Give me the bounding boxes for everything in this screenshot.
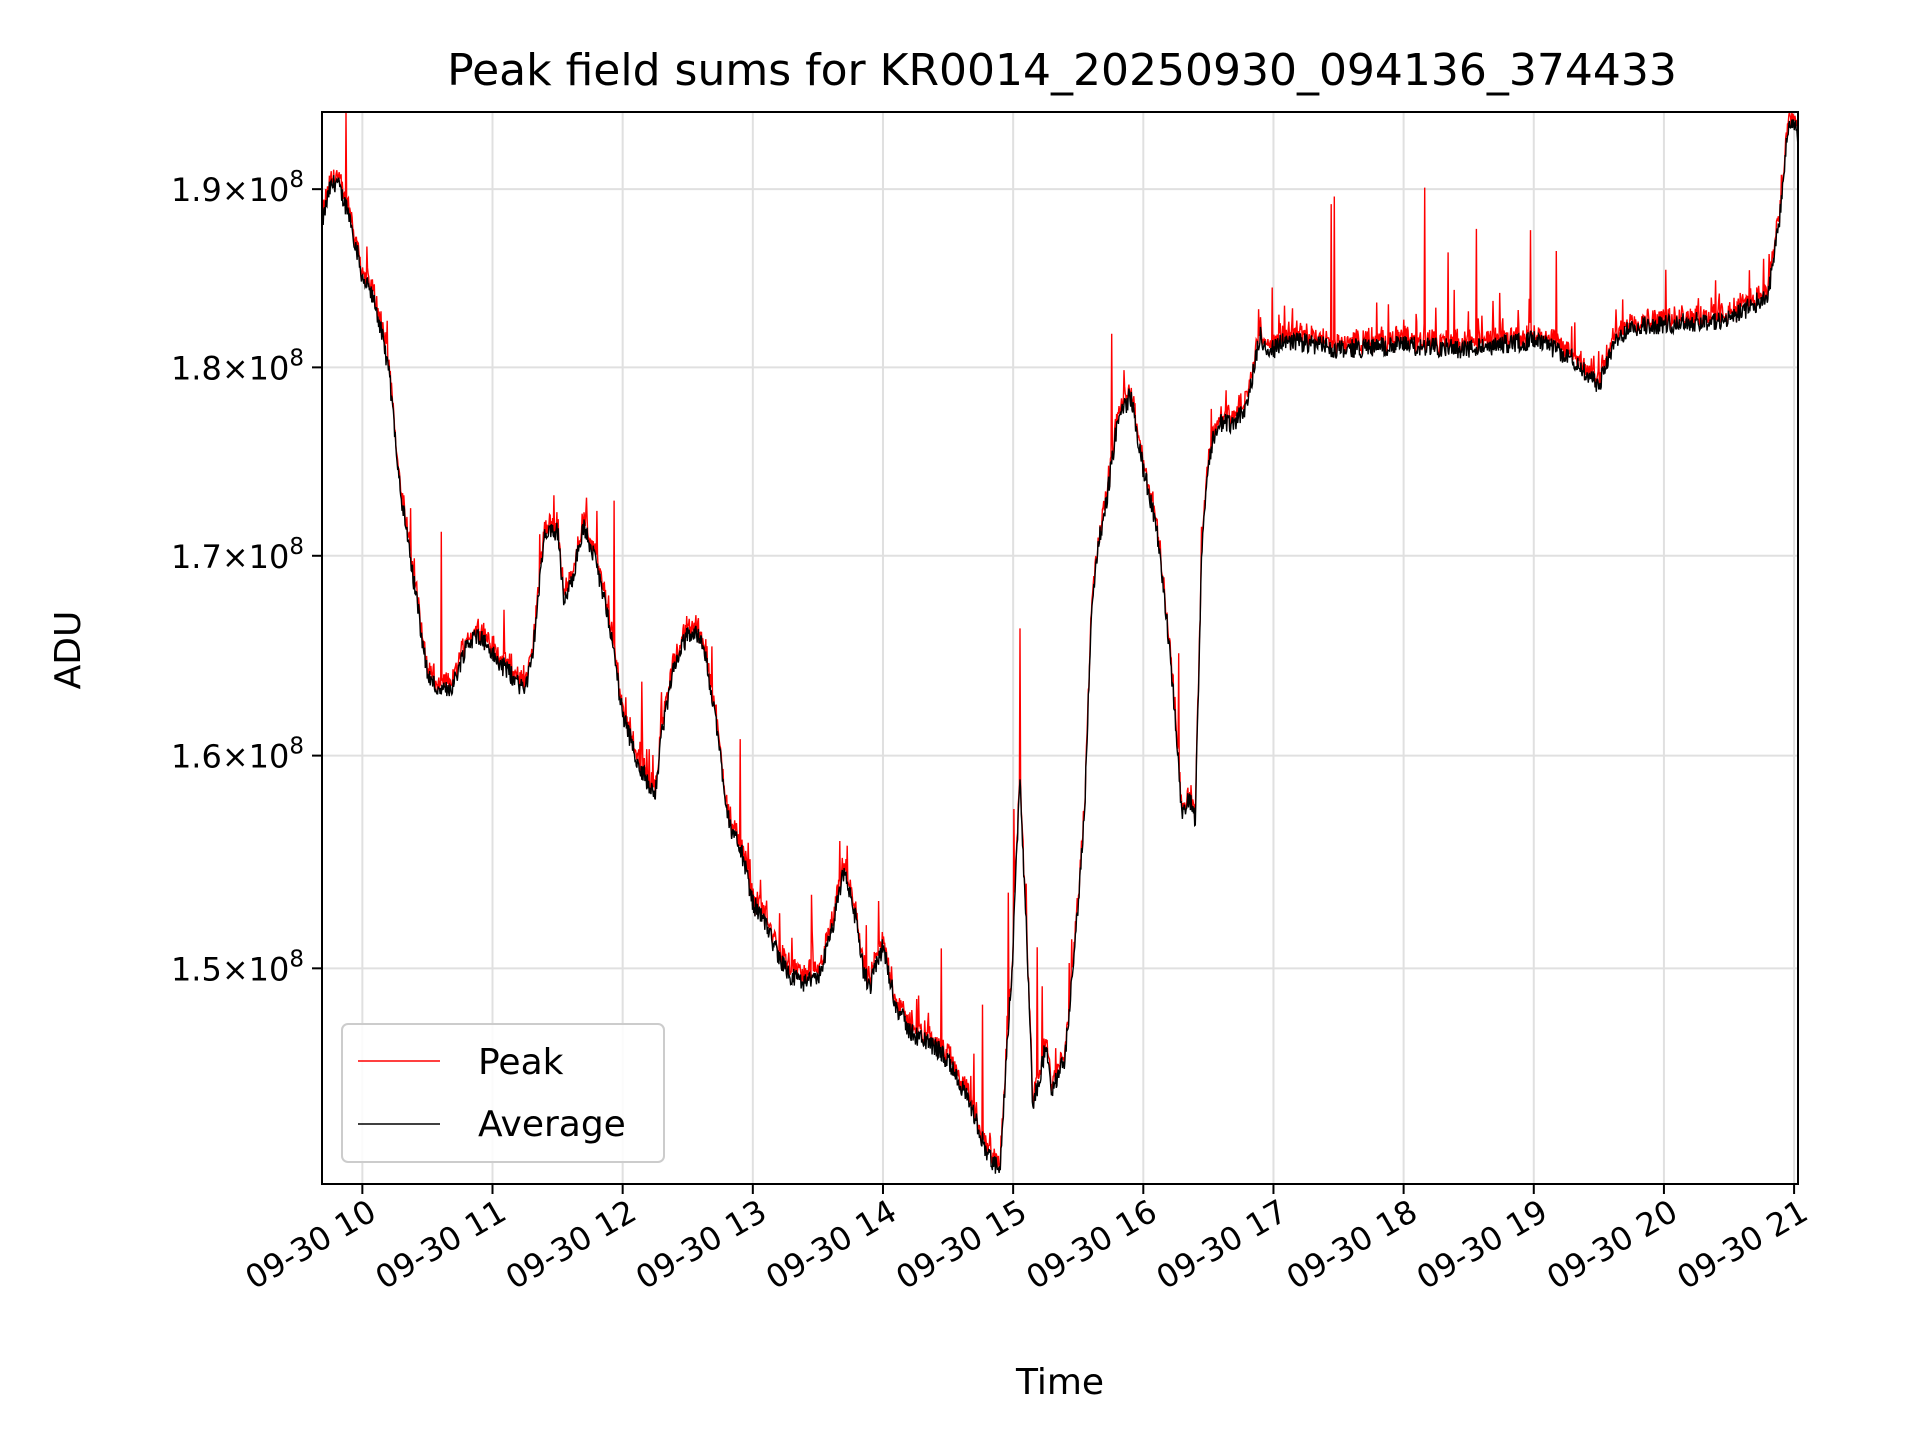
- chart: Peak field sums for KR0014_20250930_0941…: [0, 0, 1920, 1440]
- legend[interactable]: Peak Average: [342, 1024, 664, 1162]
- y-axis-label: ADU: [48, 611, 89, 690]
- x-axis-label: Time: [1015, 1362, 1104, 1403]
- y-tick-label: 1.6×108: [171, 734, 304, 776]
- chart-title: Peak field sums for KR0014_20250930_0941…: [447, 45, 1677, 96]
- legend-peak-label: Peak: [478, 1042, 564, 1083]
- y-tick-label: 1.5×108: [171, 946, 304, 988]
- y-tick-label: 1.7×108: [171, 534, 304, 576]
- legend-average-label: Average: [478, 1104, 626, 1145]
- y-tick-label: 1.8×108: [171, 345, 304, 387]
- y-tick-label: 1.9×108: [171, 167, 304, 209]
